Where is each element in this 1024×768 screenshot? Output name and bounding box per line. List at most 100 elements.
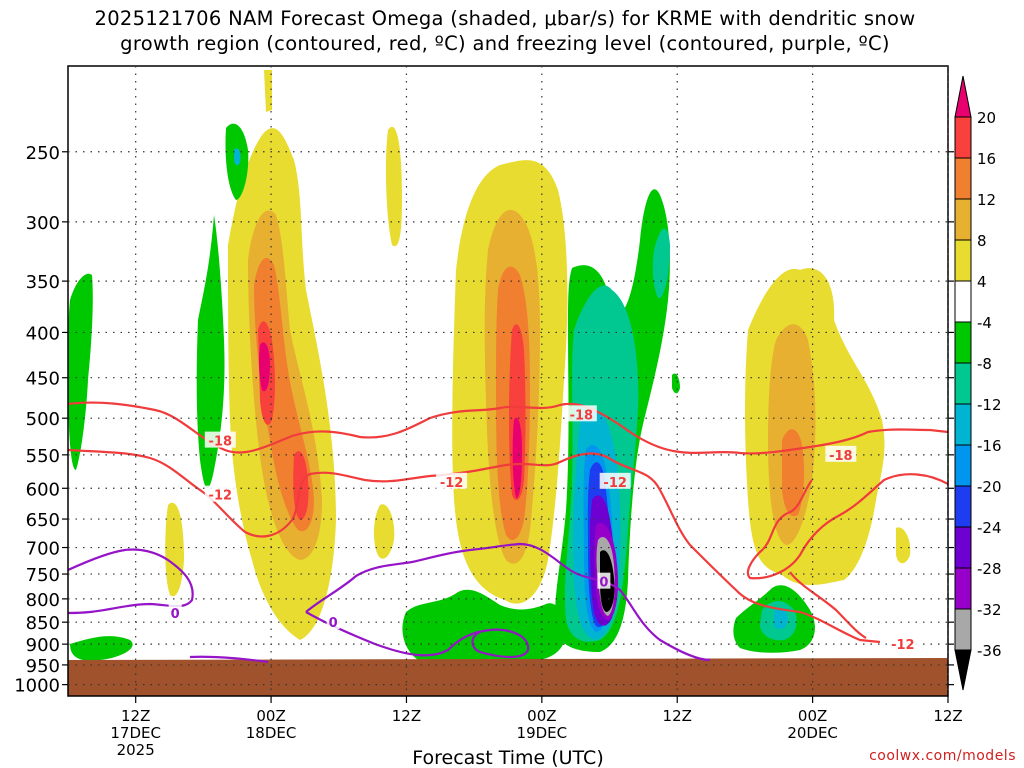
- colorbar-swatch: [954, 403, 972, 446]
- contour-label: 0: [329, 616, 338, 631]
- colorbar-label: -16: [977, 437, 1002, 455]
- colorbar-label: 8: [977, 232, 987, 250]
- omega-shade-patch: [512, 417, 522, 499]
- colorbar-label: -12: [977, 396, 1002, 414]
- contour-label: -12: [209, 489, 233, 504]
- contour-labels: -18 -12 -12 -18 -12 -18 -12 0 0 0: [168, 405, 919, 653]
- freezing-level-contour: [305, 542, 711, 662]
- colorbar-label: 16: [977, 150, 996, 168]
- contour-label: 0: [171, 607, 180, 622]
- colorbar-label: -8: [977, 355, 992, 373]
- x-tick-sublabel: 19DEC: [517, 724, 568, 742]
- omega-shade-patch: [373, 504, 395, 559]
- contour-label-bg: [887, 635, 919, 652]
- freezing-level-contour: [189, 655, 269, 664]
- x-tick-label: 12Z: [121, 707, 150, 725]
- colorbar-top-arrow: [954, 75, 972, 118]
- colorbar-label: -28: [977, 560, 1002, 578]
- dgz-contour-minus12-b: [746, 473, 948, 580]
- site-credit: coolwx.com/models: [869, 748, 1016, 764]
- y-tick-label: 300: [26, 213, 60, 234]
- y-tick-label: 850: [26, 613, 60, 634]
- colorbar-swatch: [954, 157, 972, 200]
- x-tick-sublabel: 20DEC: [787, 724, 838, 742]
- y-tick-label: 700: [26, 539, 60, 560]
- y-tick-label: 650: [26, 510, 60, 531]
- colorbar-swatch: [954, 567, 972, 610]
- contour-label: -12: [891, 638, 915, 653]
- contour-label-bg: [599, 472, 631, 489]
- x-tick-label: 00Z: [527, 707, 556, 725]
- y-tick-label: 600: [26, 479, 60, 500]
- colorbar-swatch: [954, 362, 972, 405]
- colorbar-swatch: [954, 198, 972, 241]
- colorbar-label: -20: [977, 478, 1002, 496]
- x-tick-sublabel2: 2025: [117, 741, 155, 759]
- y-tick-label: 350: [26, 272, 60, 293]
- x-tick-label: 12Z: [392, 707, 421, 725]
- x-tick-sublabel: 18DEC: [246, 724, 297, 742]
- x-axis-title: Forecast Time (UTC): [412, 747, 603, 768]
- colorbar-label: -24: [977, 519, 1002, 537]
- contour-label: -12: [603, 476, 627, 491]
- omega-shade-patch: [68, 273, 93, 470]
- omega-shade-patch: [258, 342, 270, 392]
- y-axis: 250 300 350 400 450 500 550 600 650 700 750 8008509…: [14, 143, 954, 697]
- y-tick-label: 400: [26, 323, 60, 344]
- contour-label: -18: [570, 408, 594, 423]
- dgz-contour-minus12: [68, 448, 881, 644]
- colorbar-swatch: [954, 116, 972, 159]
- omega-shade-patch: [402, 589, 567, 660]
- contour-label-bg: [565, 405, 597, 422]
- contour-label-bg: [204, 485, 236, 502]
- colorbar-swatch: [954, 485, 972, 528]
- omega-shade-patch: [896, 527, 911, 564]
- omega-shade-patch: [196, 215, 225, 489]
- contour-label-bg: [597, 572, 611, 589]
- chart-title-line2: growth region (contoured, red, ºC) and f…: [120, 32, 890, 55]
- x-tick-label: 12Z: [663, 707, 692, 725]
- omega-shade-patch: [165, 502, 184, 597]
- y-tick-label: 550: [26, 446, 60, 467]
- x-tick-sublabel: 17DEC: [110, 724, 161, 742]
- omega-shade-patch: [782, 429, 805, 517]
- contour-label-bg: [326, 613, 340, 630]
- omega-shade-patch: [234, 148, 241, 166]
- colorbar-swatch: [954, 526, 972, 569]
- contour-label-bg: [204, 431, 236, 448]
- colorbar-swatch: [954, 444, 972, 487]
- y-tick-label: 750: [26, 565, 60, 586]
- colorbar-swatch: [954, 321, 972, 364]
- ground-fill: [68, 658, 948, 696]
- omega-shade-patch: [264, 70, 272, 112]
- contour-label-bg: [168, 604, 182, 621]
- omega-shade-patch: [385, 126, 402, 247]
- colorbar-swatch: [954, 608, 972, 651]
- chart-title: 2025121706 NAM Forecast Omega (shaded, μ…: [0, 6, 1010, 56]
- x-tick-label: 12Z: [933, 707, 962, 725]
- y-tick-label: 800: [26, 590, 60, 611]
- colorbar-swatch: [954, 280, 972, 323]
- chart-title-line1: 2025121706 NAM Forecast Omega (shaded, μ…: [94, 7, 916, 30]
- freezing-level-contour: [305, 611, 530, 659]
- y-tick-label: 1000: [14, 676, 60, 697]
- freezing-level-contour: [68, 548, 194, 615]
- contour-label-bg: [825, 445, 857, 462]
- y-tick-label: 500: [26, 409, 60, 430]
- colorbar-label: -36: [977, 642, 1002, 660]
- contour-label-bg: [436, 472, 468, 489]
- x-tick-label: 00Z: [256, 707, 285, 725]
- contour-label: -12: [440, 476, 464, 491]
- contour-label: 0: [599, 576, 608, 591]
- omega-shade-patch: [672, 373, 680, 394]
- y-tick-label: 450: [26, 369, 60, 390]
- dgz-contour-minus12-c: [789, 571, 867, 639]
- dgz-contour-minus18: [68, 401, 948, 455]
- y-tick-label: 900: [26, 635, 60, 656]
- omega-shade-patch: [774, 609, 788, 630]
- colorbar: 20 16 12 8 4 -4 -8 -12 -16 -20 -24 -28 -32 -36: [954, 75, 1002, 691]
- y-tick-label: 250: [26, 143, 60, 164]
- colorbar-label: 4: [977, 273, 987, 291]
